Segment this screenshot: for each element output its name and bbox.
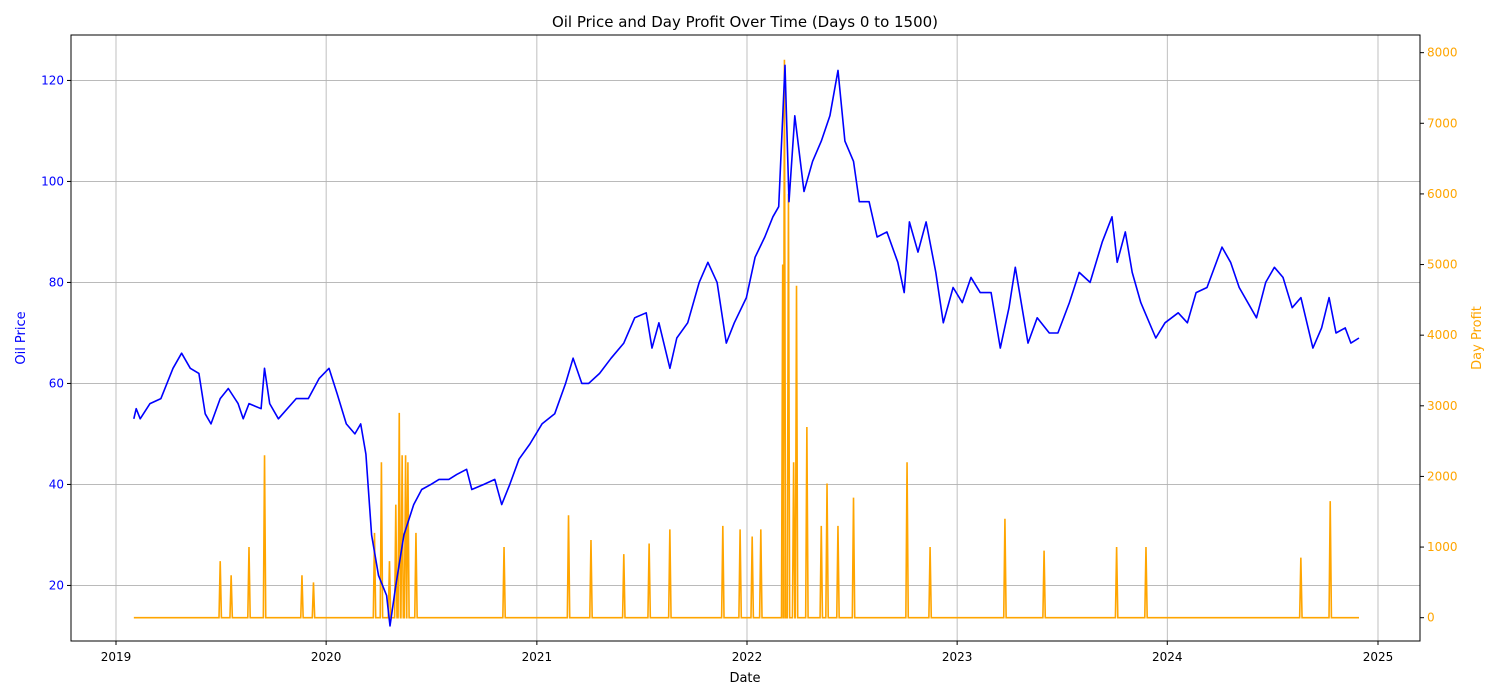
y-left-tick-label: 60 [49, 376, 64, 390]
y-axis-left-label: Oil Price [14, 311, 29, 364]
y-left-tick-label: 20 [49, 578, 64, 592]
x-tick-label: 2019 [101, 650, 132, 664]
x-tick-label: 2025 [1363, 650, 1394, 664]
plot-frame [70, 34, 1421, 642]
y-left-tick-label: 40 [49, 477, 64, 491]
y-left-tick-label: 120 [41, 73, 64, 87]
oil-price-line [133, 64, 1360, 627]
x-tick-label: 2020 [311, 650, 342, 664]
oil-series [133, 64, 1360, 627]
y-axis-right: 0 1000 2000 3000 4000 5000 6000 7000 8000 [1420, 46, 1458, 625]
y-right-tick-label: 1000 [1427, 540, 1458, 554]
y-right-tick-label: 0 [1427, 611, 1435, 625]
y-right-tick-label: 7000 [1427, 116, 1458, 130]
chart-title: Oil Price and Day Profit Over Time (Days… [552, 13, 938, 31]
y-right-tick-label: 6000 [1427, 187, 1458, 201]
x-axis: 2019 2020 2021 2022 2023 2024 2025 [101, 641, 1394, 664]
y-right-tick-label: 3000 [1427, 399, 1458, 413]
y-right-tick-label: 5000 [1427, 258, 1458, 272]
x-tick-label: 2024 [1152, 650, 1183, 664]
x-axis-label: Date [729, 671, 760, 686]
y-left-tick-label: 80 [49, 275, 64, 289]
y-axis-right-label: Day Profit [1470, 306, 1485, 370]
y-left-tick-label: 100 [41, 174, 64, 188]
profit-line [133, 59, 1359, 619]
x-tick-label: 2023 [942, 650, 973, 664]
y-right-tick-label: 8000 [1427, 46, 1458, 60]
x-tick-label: 2021 [522, 650, 553, 664]
y-right-tick-label: 2000 [1427, 469, 1458, 483]
grid [71, 35, 1420, 641]
x-tick-label: 2022 [732, 650, 763, 664]
y-right-tick-label: 4000 [1427, 328, 1458, 342]
profit-series [133, 59, 1359, 619]
y-axis-left: 20 40 60 80 100 120 [41, 73, 71, 592]
